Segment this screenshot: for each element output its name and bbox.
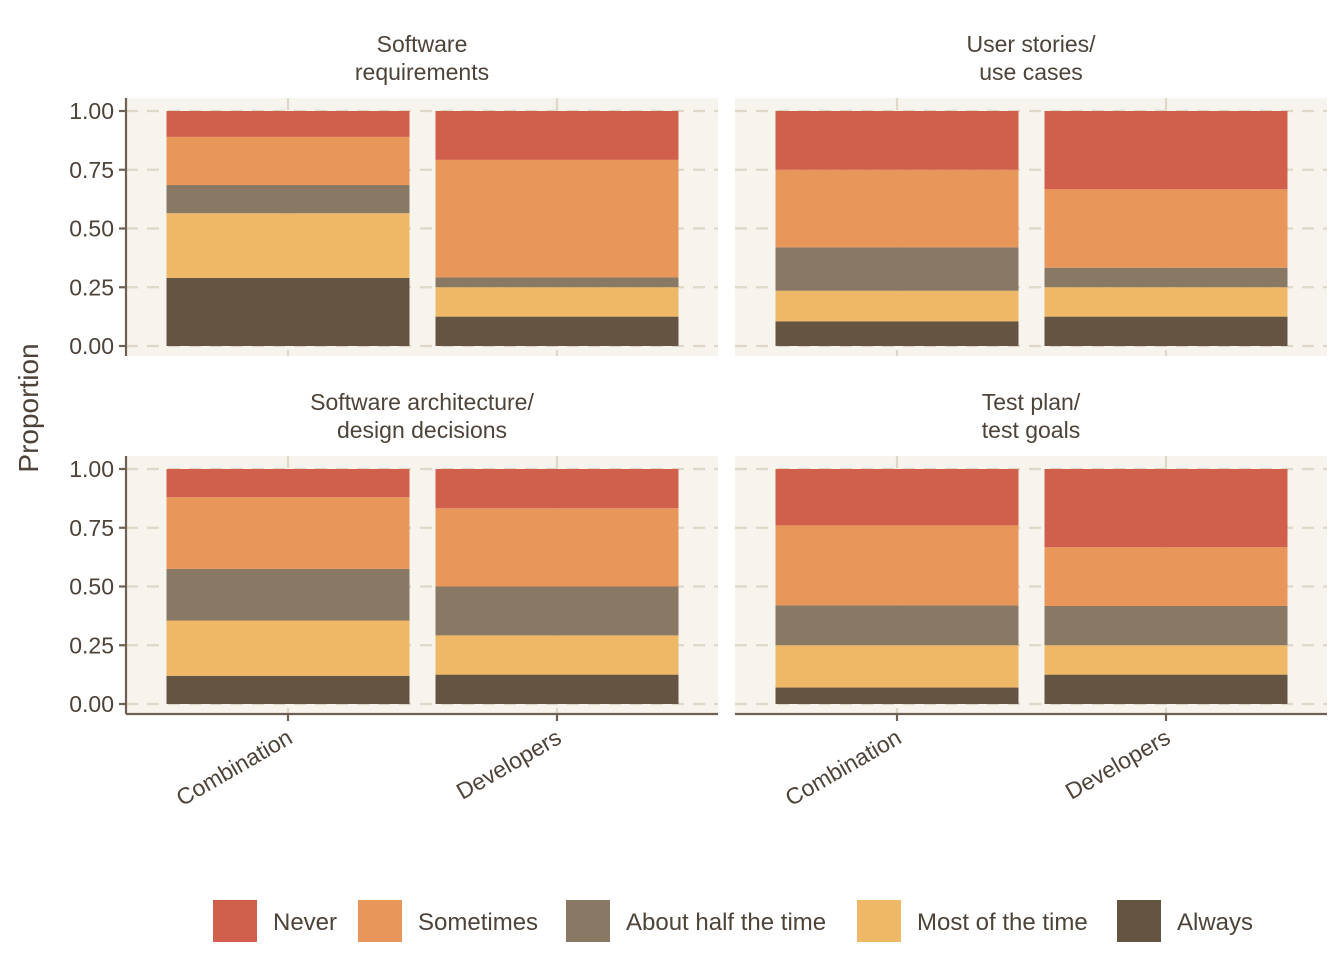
- bar-segment: [435, 508, 679, 587]
- panel-title: use cases: [979, 59, 1083, 85]
- panel-title: Software: [377, 31, 468, 57]
- bar-segment: [435, 316, 679, 346]
- legend-label: Always: [1177, 909, 1253, 936]
- bar-segment: [1044, 189, 1288, 268]
- bar-segment: [166, 620, 410, 676]
- y-tick-label: 0.50: [69, 216, 114, 242]
- bar-segment: [435, 277, 679, 288]
- x-tick-label: Combination: [172, 724, 297, 811]
- legend-key: [213, 900, 257, 942]
- panel-title: test goals: [982, 417, 1080, 443]
- y-tick-label: 0.25: [69, 274, 114, 300]
- panel-title: design decisions: [337, 417, 507, 443]
- y-tick-label: 1.00: [69, 98, 114, 124]
- bar-segment: [775, 525, 1019, 606]
- panel: Software architecture/design decisions 0.…: [69, 389, 718, 811]
- bar-segment: [1044, 469, 1288, 548]
- legend-label: Most of the time: [917, 909, 1088, 936]
- legend-key: [358, 900, 402, 942]
- bar-segment: [166, 277, 410, 346]
- y-tick-label: 0.25: [69, 632, 114, 658]
- x-tick-label: Developers: [452, 724, 566, 805]
- bar-segment: [775, 290, 1019, 322]
- bar-segment: [435, 635, 679, 675]
- bar-segment: [775, 321, 1019, 346]
- y-tick-label: 0.75: [69, 515, 114, 541]
- bar-segment: [1044, 547, 1288, 607]
- legend-label: About half the time: [626, 909, 826, 936]
- bar-segment: [775, 111, 1019, 170]
- legend-key: [566, 900, 610, 942]
- y-tick-label: 0.00: [69, 691, 114, 717]
- panel: User stories/use cases: [735, 31, 1327, 356]
- x-tick-label: Developers: [1061, 724, 1175, 805]
- bar-segment: [166, 497, 410, 569]
- bar-segment: [1044, 287, 1288, 317]
- bar-segment: [1044, 674, 1288, 704]
- legend-label: Sometimes: [418, 909, 538, 936]
- bar-segment: [435, 586, 679, 636]
- legend-key: [1117, 900, 1161, 942]
- panel: Test plan/test goals Combination Developer…: [735, 389, 1327, 811]
- bar-segment: [1044, 606, 1288, 646]
- bar-segment: [166, 213, 410, 278]
- bar-segment: [775, 645, 1019, 688]
- bar-segment: [166, 469, 410, 498]
- bar-segment: [435, 287, 679, 317]
- panel-title: User stories/: [966, 31, 1096, 57]
- legend-label: Never: [273, 909, 337, 936]
- bar-segment: [435, 111, 679, 160]
- bar-segment: [166, 136, 410, 186]
- panel-title: requirements: [355, 59, 489, 85]
- bar-segment: [166, 111, 410, 137]
- bar-segment: [775, 687, 1019, 704]
- panel-title: Test plan/: [982, 389, 1081, 415]
- bar-segment: [435, 159, 679, 278]
- y-tick-label: 0.50: [69, 574, 114, 600]
- bar-segment: [1044, 316, 1288, 346]
- legend-key: [857, 900, 901, 942]
- bar-segment: [1044, 111, 1288, 190]
- bar-segment: [166, 568, 410, 621]
- bar-segment: [166, 675, 410, 704]
- legend: Never Sometimes About half the time Most of…: [213, 900, 1253, 942]
- bar-segment: [775, 469, 1019, 526]
- y-tick-label: 0.75: [69, 157, 114, 183]
- y-axis-label: Proportion: [13, 343, 44, 472]
- panel-title: Software architecture/: [310, 389, 534, 415]
- bar-segment: [1044, 645, 1288, 675]
- x-tick-label: Combination: [781, 724, 906, 811]
- bar-segment: [1044, 267, 1288, 288]
- bar-segment: [775, 169, 1019, 248]
- bar-segment: [435, 674, 679, 704]
- y-tick-label: 0.00: [69, 333, 114, 359]
- bar-segment: [166, 185, 410, 214]
- bar-segment: [775, 247, 1019, 291]
- bar-segment: [435, 469, 679, 509]
- bar-segment: [775, 605, 1019, 646]
- y-tick-label: 1.00: [69, 456, 114, 482]
